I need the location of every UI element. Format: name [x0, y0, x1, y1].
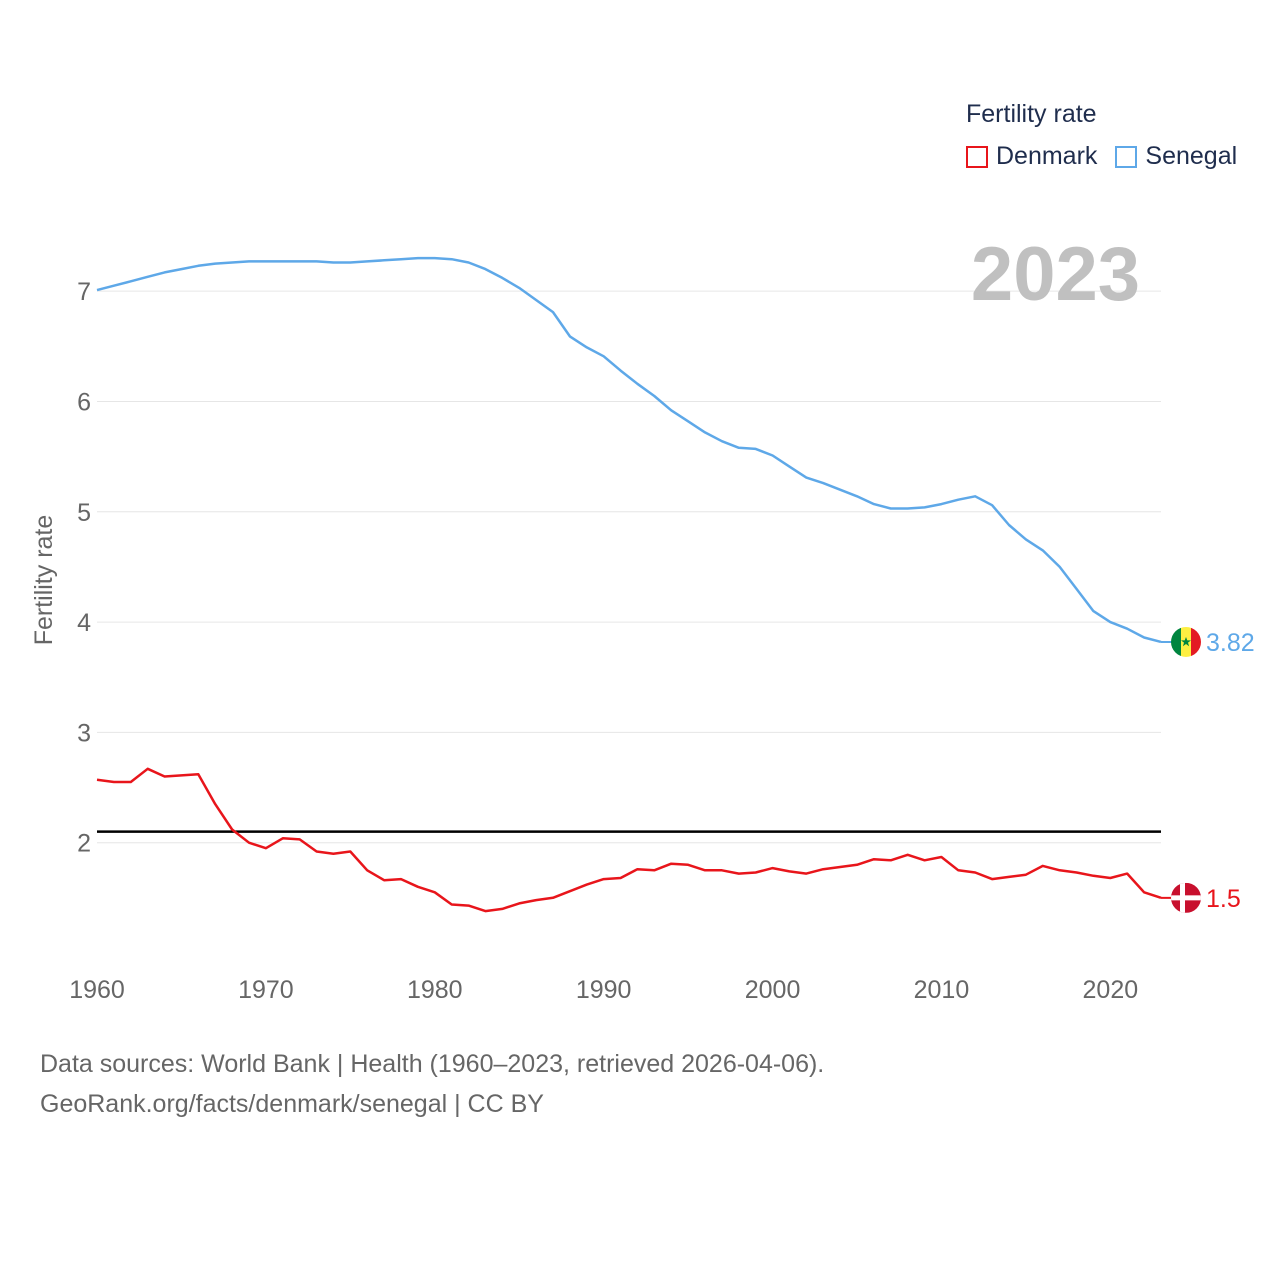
x-tick-label: 2000	[745, 976, 801, 1004]
y-axis-label: Fertility rate	[30, 515, 58, 646]
end-markers: 1.5 3.82	[1161, 626, 1255, 913]
legend-item-senegal[interactable]: Senegal	[1115, 142, 1237, 171]
legend-item-denmark[interactable]: Denmark	[966, 142, 1097, 171]
x-tick-label: 1960	[69, 976, 125, 1004]
source-url-text: GeoRank.org/facts/denmark/senegal | CC B…	[40, 1090, 544, 1118]
x-tick-label: 1980	[407, 976, 463, 1004]
x-axis-ticks: 1960 1970 1980 1990 2000 2010 2020	[69, 976, 1138, 1004]
y-tick-label: 4	[77, 609, 91, 637]
legend-title: Fertility rate	[966, 100, 1097, 128]
data-sources-text: Data sources: World Bank | Health (1960–…	[40, 1050, 825, 1078]
series-line-denmark	[96, 767, 1162, 913]
end-value-label-senegal: 3.82	[1206, 629, 1255, 657]
x-tick-label: 2020	[1083, 976, 1139, 1004]
legend-label-senegal: Senegal	[1145, 142, 1238, 170]
x-tick-label: 1970	[238, 976, 294, 1004]
y-tick-label: 3	[77, 719, 91, 747]
legend-label-denmark: Denmark	[996, 142, 1098, 170]
legend-swatch-denmark	[966, 145, 988, 168]
y-tick-label: 6	[77, 388, 91, 416]
flag-senegal-icon	[1171, 626, 1201, 657]
y-tick-label: 7	[77, 278, 91, 306]
flag-denmark-icon	[1171, 882, 1201, 913]
x-tick-label: 1990	[576, 976, 632, 1004]
series-lines	[96, 256, 1162, 913]
y-tick-label: 5	[77, 499, 91, 527]
series-line-senegal	[96, 256, 1162, 644]
grid-lines	[97, 290, 1161, 844]
y-tick-label: 2	[77, 830, 91, 858]
year-label: 2023	[971, 232, 1140, 317]
legend: Denmark Senegal	[966, 142, 1255, 171]
y-axis-ticks: 2 3 4 5 6 7	[77, 278, 91, 858]
end-value-label-denmark: 1.5	[1206, 885, 1241, 913]
legend-swatch-senegal	[1115, 145, 1138, 168]
footer: Data sources: World Bank | Health (1960–…	[40, 1044, 824, 1124]
x-tick-label: 2010	[914, 976, 970, 1004]
